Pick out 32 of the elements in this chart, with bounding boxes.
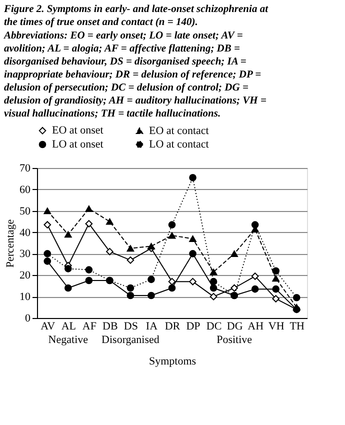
legend-label: LO at onset xyxy=(52,138,104,150)
y-tick-label: 10 xyxy=(20,291,31,304)
x-tick-label: DS xyxy=(124,320,138,332)
y-tick-label: 50 xyxy=(20,205,31,218)
y-tick-label: 40 xyxy=(20,226,31,239)
x-tick-label: VH xyxy=(268,320,284,332)
x-tick-label: AL xyxy=(61,320,76,332)
x-axis-title: Symptoms xyxy=(148,356,196,368)
x-tick-label: DG xyxy=(226,320,243,332)
x-tick-label: TH xyxy=(290,320,304,332)
text: Positive xyxy=(216,334,252,346)
y-tick-label: 70 xyxy=(20,162,31,174)
y-axis-title: Percentage xyxy=(4,219,16,268)
chart-title: Figure 2. Symptoms in early- and late-onset schizophrenia at the times of true onset and contact (n = 140). xyxy=(3,4,270,28)
x-tick-label: DR xyxy=(164,320,181,332)
y-tick-label: 0 xyxy=(25,312,31,324)
x-tick-label: DB xyxy=(102,320,118,332)
x-tick-label: DP xyxy=(186,320,200,332)
x-tick-label: AH xyxy=(248,320,264,332)
y-tick-label: 30 xyxy=(20,248,31,260)
text: Disorganised xyxy=(102,334,160,346)
x-tick-label: IA xyxy=(146,320,158,332)
chart-subtitle: Abbreviations: EO = early onset; LO = late onset; AV = avolition; AL = alogia; AF = affective flattening; DB = disorganised behaviour, DS = disorganised speech; IA = inappropriate behaviour; DR = delusion of reference; DP = delusion of persecution; DC = delusion of control; DG = delusion of grandiosity; AH = auditory hallucinations; VH = visual hallucinations; TH = tactile hallucinations. xyxy=(3,30,266,120)
x-tick-label: AF xyxy=(82,320,96,332)
x-tick-label: DC xyxy=(206,320,222,332)
text: Negative xyxy=(48,334,88,346)
legend-label: EO at contact xyxy=(149,124,209,137)
y-tick-label: 60 xyxy=(20,184,31,196)
x-tick-label: AV xyxy=(40,320,56,332)
y-tick-label: 20 xyxy=(20,270,31,282)
legend-label: EO at onset xyxy=(52,124,104,137)
legend-label: LO at contact xyxy=(149,138,209,150)
